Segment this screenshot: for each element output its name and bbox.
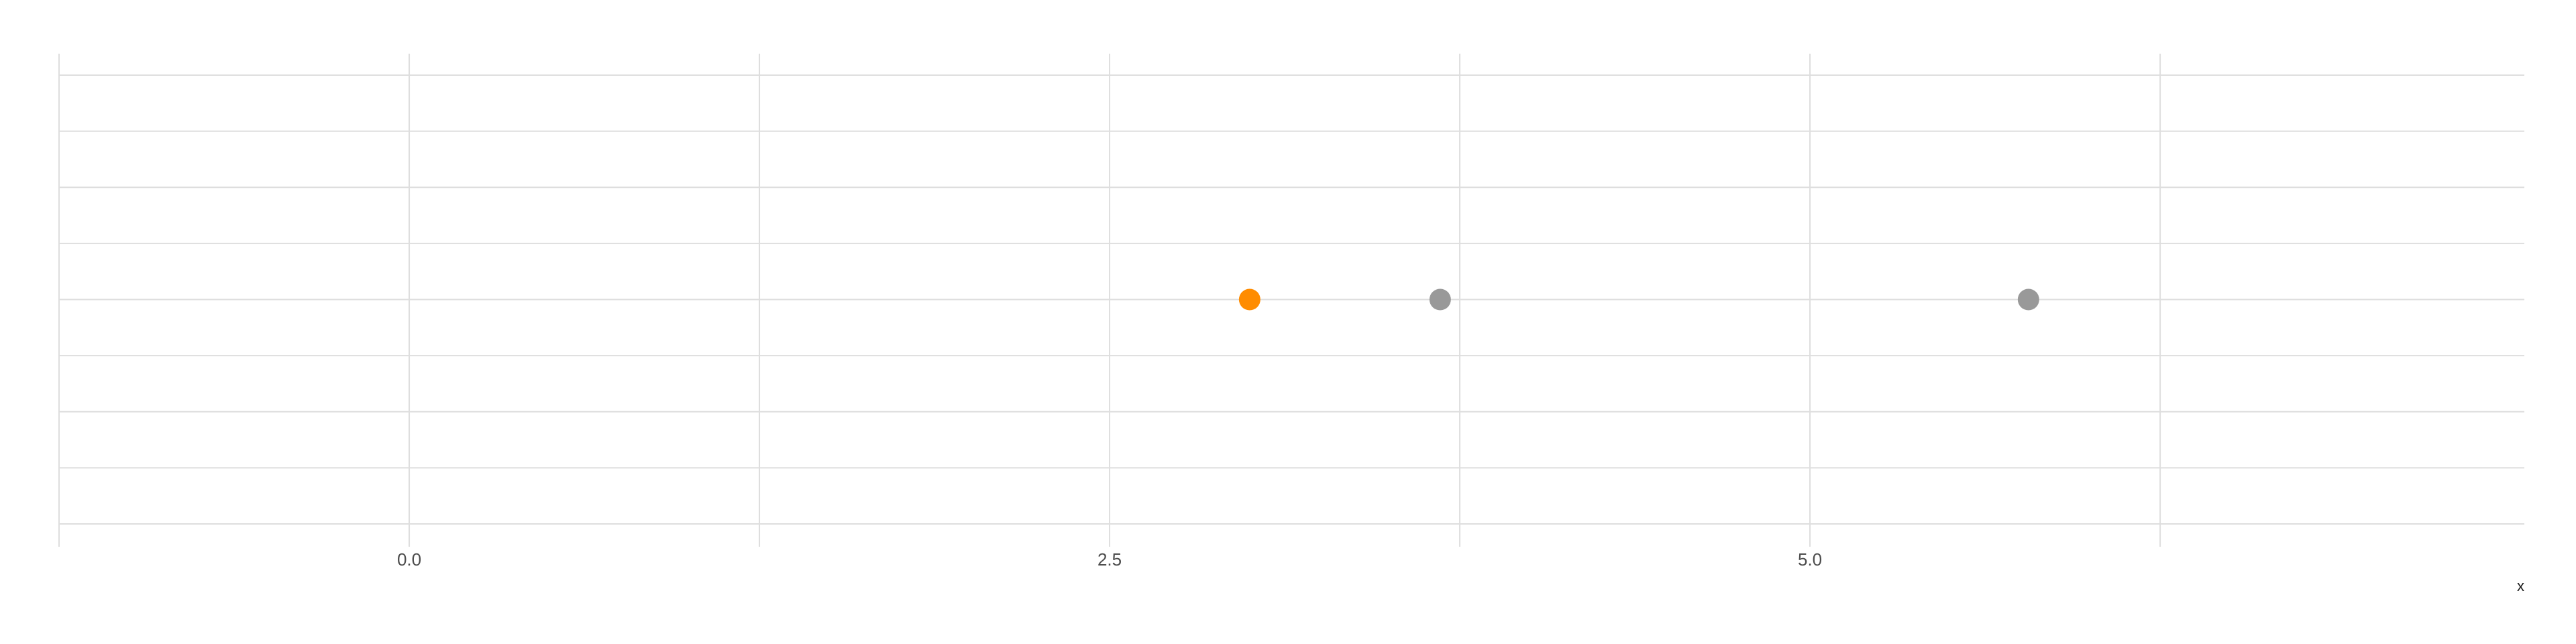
horizontal-gridlines: [59, 74, 2524, 525]
data-point: [1238, 288, 1260, 311]
vertical-gridlines: [58, 54, 2161, 547]
x-axis-tick-labels: 0.0 2.5 5.0: [397, 549, 1822, 570]
data-points: [1238, 288, 2039, 311]
data-point: [1429, 288, 1451, 311]
x-tick-label: 0.0: [397, 549, 421, 570]
x-axis-title: x: [2517, 578, 2524, 594]
x-tick-label: 5.0: [1798, 549, 1822, 570]
data-point: [2017, 288, 2039, 311]
x-tick-label: 2.5: [1097, 549, 1122, 570]
